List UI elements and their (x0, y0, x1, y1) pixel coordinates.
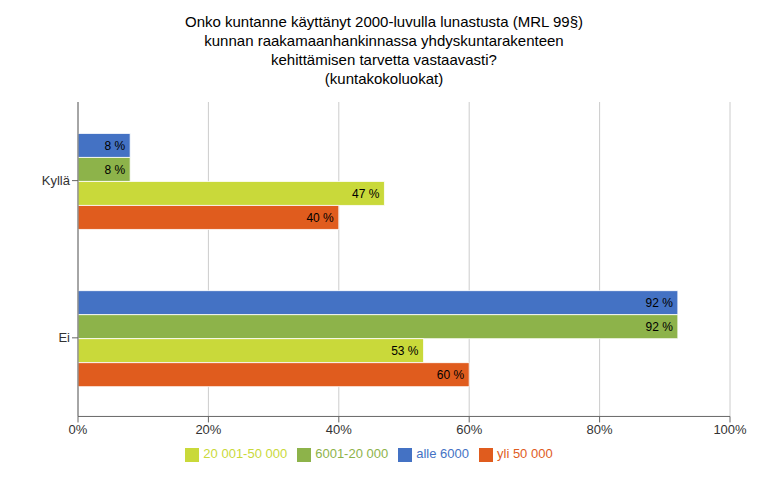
svg-text:Kyllä: Kyllä (42, 173, 71, 188)
html-text:20 001-50 000: 20 001-50 000 (203, 446, 288, 462)
html-text:yli 50 000: yli 50 000 (497, 446, 553, 462)
html-text:6001-20 000: 6001-20 000 (315, 446, 389, 462)
svg-text:100%: 100% (713, 422, 747, 437)
svg-text:80%: 80% (587, 422, 613, 437)
html-text:(kuntakokoluokat): (kuntakokoluokat) (324, 70, 444, 87)
svg-text:60 %: 60 % (437, 368, 465, 382)
svg-text:20%: 20% (195, 422, 221, 437)
svg-text:8 %: 8 % (104, 163, 125, 177)
html-text:alle 6000: alle 6000 (416, 446, 469, 462)
svg-text:92 %: 92 % (645, 296, 673, 310)
svg-text:47 %: 47 % (352, 187, 380, 201)
svg-text:53 %: 53 % (391, 344, 419, 358)
html-text:Onko kuntanne käyttänyt 2000-l: Onko kuntanne käyttänyt 2000-luvulla lun… (185, 13, 583, 30)
svg-text:40%: 40% (326, 422, 352, 437)
svg-text:Ei: Ei (58, 330, 70, 345)
svg-text:8 %: 8 % (104, 139, 125, 153)
svg-text:92 %: 92 % (645, 320, 673, 334)
svg-text:40 %: 40 % (306, 211, 334, 225)
svg-text:0%: 0% (69, 422, 88, 437)
html-text:kehittämisen tarvetta vastaava: kehittämisen tarvetta vastaavasti? (271, 51, 497, 68)
svg-text:60%: 60% (456, 422, 482, 437)
html-text:kunnan raakamaanhankinnassa yh: kunnan raakamaanhankinnassa yhdyskuntara… (204, 32, 564, 49)
